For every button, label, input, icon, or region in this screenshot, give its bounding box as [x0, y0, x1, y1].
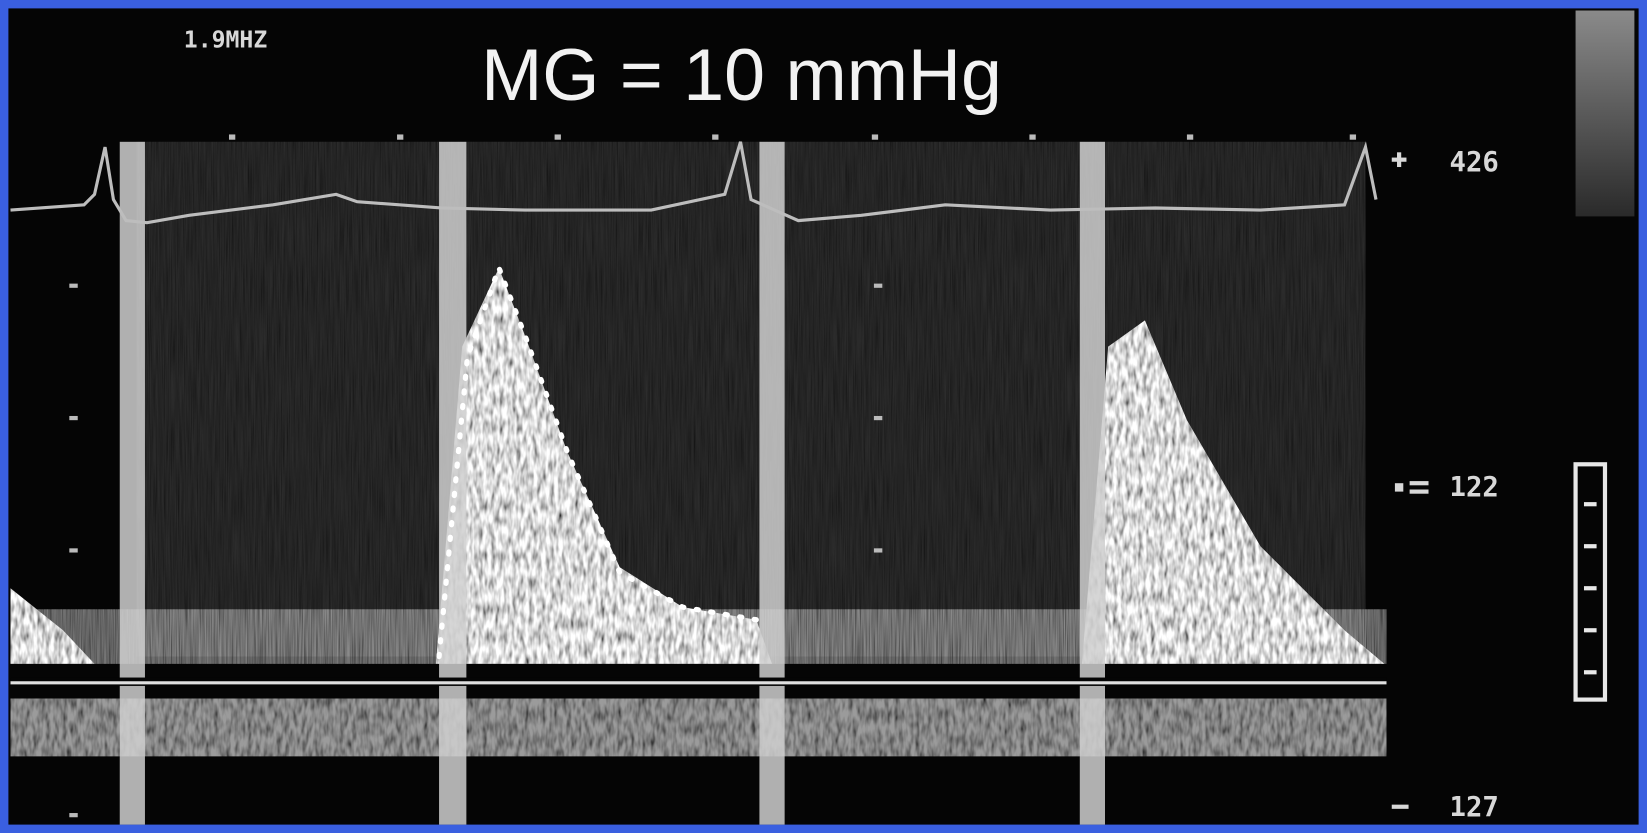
- scale-middle: 122: [1450, 472, 1499, 503]
- gray-scale-bar: [1575, 10, 1635, 217]
- scale-top: 426: [1450, 147, 1499, 178]
- velocity-trace: [436, 260, 759, 660]
- title: MG = 10 mmHg: [481, 33, 1002, 116]
- reverse-flow: [10, 698, 1387, 757]
- scale-bottom: 127: [1450, 792, 1499, 823]
- scale-bracket: [1573, 462, 1608, 702]
- scale-markers: [1391, 152, 1429, 809]
- depth-ticks: [69, 134, 1357, 818]
- artifact-bars: [119, 141, 1106, 825]
- ecg-trace: [10, 141, 1378, 225]
- frequency-label: 1.9MHZ: [184, 27, 268, 53]
